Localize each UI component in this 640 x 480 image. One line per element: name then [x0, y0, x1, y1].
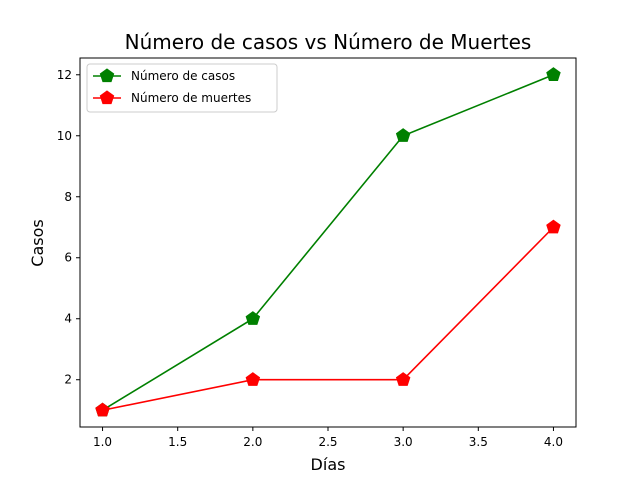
x-tick-label: 3.0	[394, 435, 413, 449]
series-2-point	[95, 402, 110, 417]
legend-label-2: Número de muertes	[131, 91, 251, 105]
chart-title: Número de casos vs Número de Muertes	[125, 30, 532, 54]
x-tick-label: 4.0	[544, 435, 563, 449]
series-line-1	[102, 74, 554, 411]
axes-frame	[79, 57, 577, 428]
y-tick-label: 10	[57, 129, 72, 143]
legend-box	[86, 63, 278, 113]
legend-marker-2	[99, 90, 115, 105]
series-1-point	[546, 67, 561, 81]
y-tick-label: 2	[64, 373, 72, 387]
y-axis-label: Casos	[28, 219, 47, 266]
plot-area: 1.0 1.5 2.0 2.5 3.0 3.5 4.0 2 4 6 8 10 12	[57, 57, 577, 449]
series-line-2	[102, 226, 555, 412]
legend-label-1: Número de casos	[131, 69, 235, 83]
x-tick-label: 2.5	[318, 435, 337, 449]
legend: Número de casos Número de muertes	[86, 63, 278, 113]
series-1-point	[245, 311, 261, 325]
legend-marker-1	[99, 68, 115, 83]
y-tick-label: 4	[64, 312, 72, 326]
x-tick-label: 1.5	[168, 435, 187, 449]
series-2-point	[245, 372, 261, 386]
series-2-point	[395, 372, 411, 386]
y-tick-label: 12	[57, 68, 72, 82]
y-tick-label: 8	[64, 190, 72, 204]
x-tick-label: 1.0	[93, 435, 112, 449]
x-tick-label: 3.5	[469, 435, 488, 449]
x-tick-label: 2.0	[243, 435, 262, 449]
series-1-point	[395, 128, 411, 142]
x-axis-label: Días	[311, 455, 346, 474]
y-tick-label: 6	[64, 251, 72, 265]
series-2-point	[546, 219, 561, 234]
